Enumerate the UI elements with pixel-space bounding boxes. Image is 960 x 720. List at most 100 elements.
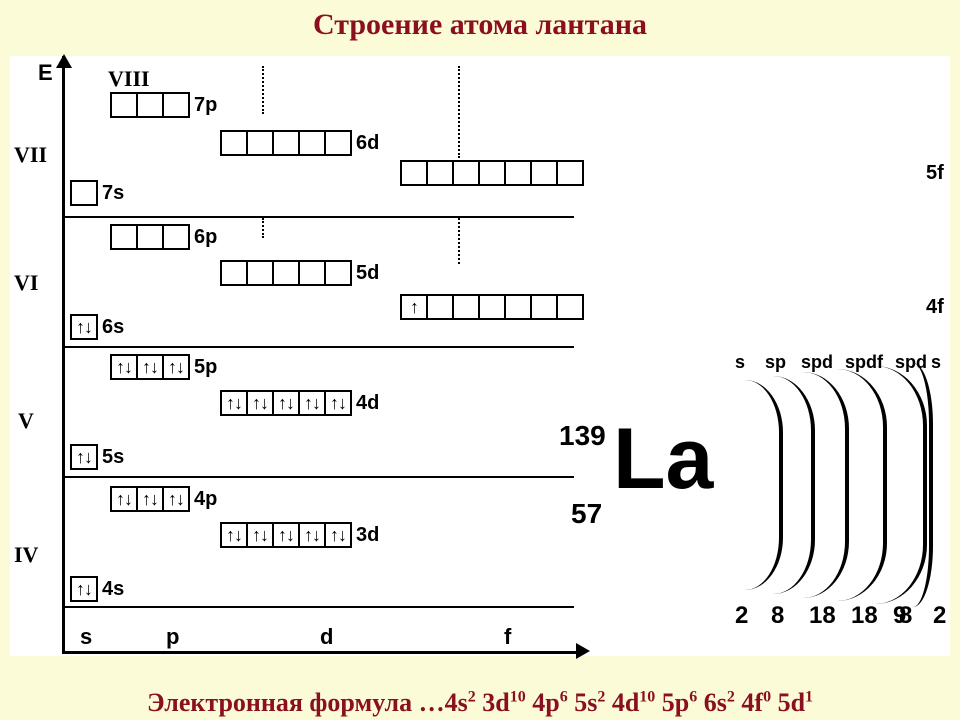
shell-config-label: s [735,352,745,373]
orbital-label: 7s [102,182,124,205]
orbital-box: ↑↓ [70,576,98,602]
formula-term: 4d10 [612,688,662,717]
atom-mass: 139 [559,420,606,452]
energy-diagram: E VIIIVIIVIVIV 7p6d5f7s6p5d↑4f↑↓6s↑↓↑↓↑↓… [10,56,570,656]
orbital-row-7p: 7p [110,92,217,118]
dashed-guide [262,218,264,238]
x-axis [62,651,582,654]
orbital-label: 6d [356,132,379,155]
orbital-row-4d: ↑↓↑↓↑↓↑↓↑↓4d [220,390,379,416]
orbital-box: ↑↓ [272,522,300,548]
orbital-box: ↑↓ [220,522,248,548]
formula-term: 3d10 [482,688,532,717]
page-title: Строение атома лантана [0,0,960,42]
shell-arc [913,363,933,607]
period-roman: VI [14,270,38,296]
orbital-label: 6p [194,226,217,249]
orbital-box [162,224,190,250]
period-roman: V [18,408,34,434]
orbital-box [220,260,248,286]
orbital-box [136,92,164,118]
period-divider [62,606,574,608]
formula-term: 4f0 [741,688,777,717]
shell-electron-count: 8 [771,602,784,630]
shell-config-label: spdf [845,352,883,373]
orbital-box: ↑↓ [324,390,352,416]
orbital-box: ↑↓ [220,390,248,416]
orbital-row-4f: ↑4f [400,294,582,320]
orbital-box: ↑ [400,294,428,320]
orbital-row-6d: 6d [220,130,379,156]
orbital-box [400,160,428,186]
orbital-box [556,160,584,186]
orbital-row-4p: ↑↓↑↓↑↓4p [110,486,217,512]
orbital-box [136,224,164,250]
orbital-row-4s: ↑↓4s [70,576,124,602]
shell-config-label: spd [895,352,927,373]
period-divider [62,476,574,478]
atom-number: 57 [571,498,602,530]
orbital-box: ↑↓ [110,354,138,380]
orbital-row-7s: 7s [70,180,124,206]
period-roman: VIII [108,66,150,92]
shell-electron-count: 2 [735,602,748,630]
orbital-box: ↑↓ [246,522,274,548]
orbital-label: 4s [102,578,124,601]
sublevel-axis-label: f [504,624,511,650]
shell-config-label: spd [801,352,833,373]
orbital-label: 6s [102,316,124,339]
orbital-box [162,92,190,118]
orbital-box [504,294,532,320]
orbital-label: 4p [194,488,217,511]
orbital-box [110,224,138,250]
orbital-box: ↑↓ [298,390,326,416]
orbital-box [324,260,352,286]
orbital-box: ↑↓ [272,390,300,416]
orbital-box [530,160,558,186]
dashed-guide [458,218,460,264]
orbital-box [298,130,326,156]
orbital-box [272,130,300,156]
sublevel-axis-label: s [80,624,92,650]
atom-symbol: La [613,410,713,509]
formula-term: 5d1 [778,688,813,717]
orbital-box: ↑↓ [136,486,164,512]
orbital-label-far: 4f [926,296,944,319]
y-axis-arrow [56,54,72,68]
orbital-label: 5s [102,446,124,469]
orbital-box [504,160,532,186]
formula-term: 5p6 [662,688,704,717]
formula-term: 4p6 [532,688,574,717]
orbital-box [110,92,138,118]
period-divider [62,346,574,348]
orbital-box [452,160,480,186]
orbital-box: ↑↓ [70,444,98,470]
electron-formula: Электронная формула …4s2 3d10 4p6 5s2 4d… [0,688,960,718]
orbital-box: ↑↓ [162,486,190,512]
shell-electron-count: 18 [809,602,836,630]
orbital-box [298,260,326,286]
formula-prefix: Электронная формула … [147,688,445,717]
y-axis [62,56,65,654]
orbital-box [530,294,558,320]
period-divider [62,216,574,218]
orbital-label: 4d [356,392,379,415]
orbital-row-6p: 6p [110,224,217,250]
period-roman: IV [14,542,38,568]
orbital-row-5p: ↑↓↑↓↑↓5p [110,354,217,380]
orbital-box [426,294,454,320]
shell-electron-count: 18 [851,602,878,630]
orbital-box [220,130,248,156]
orbital-box: ↑↓ [162,354,190,380]
formula-term: 4s2 [445,688,483,717]
dashed-guide [262,66,264,114]
orbital-box [246,260,274,286]
orbital-label: 7p [194,94,217,117]
orbital-row-5d: 5d [220,260,379,286]
shell-electron-count: 2 [933,602,946,630]
orbital-label-far: 5f [926,162,944,185]
orbital-box [70,180,98,206]
orbital-label: 5p [194,356,217,379]
orbital-box: ↑↓ [246,390,274,416]
orbital-row-3d: ↑↓↑↓↑↓↑↓↑↓3d [220,522,379,548]
